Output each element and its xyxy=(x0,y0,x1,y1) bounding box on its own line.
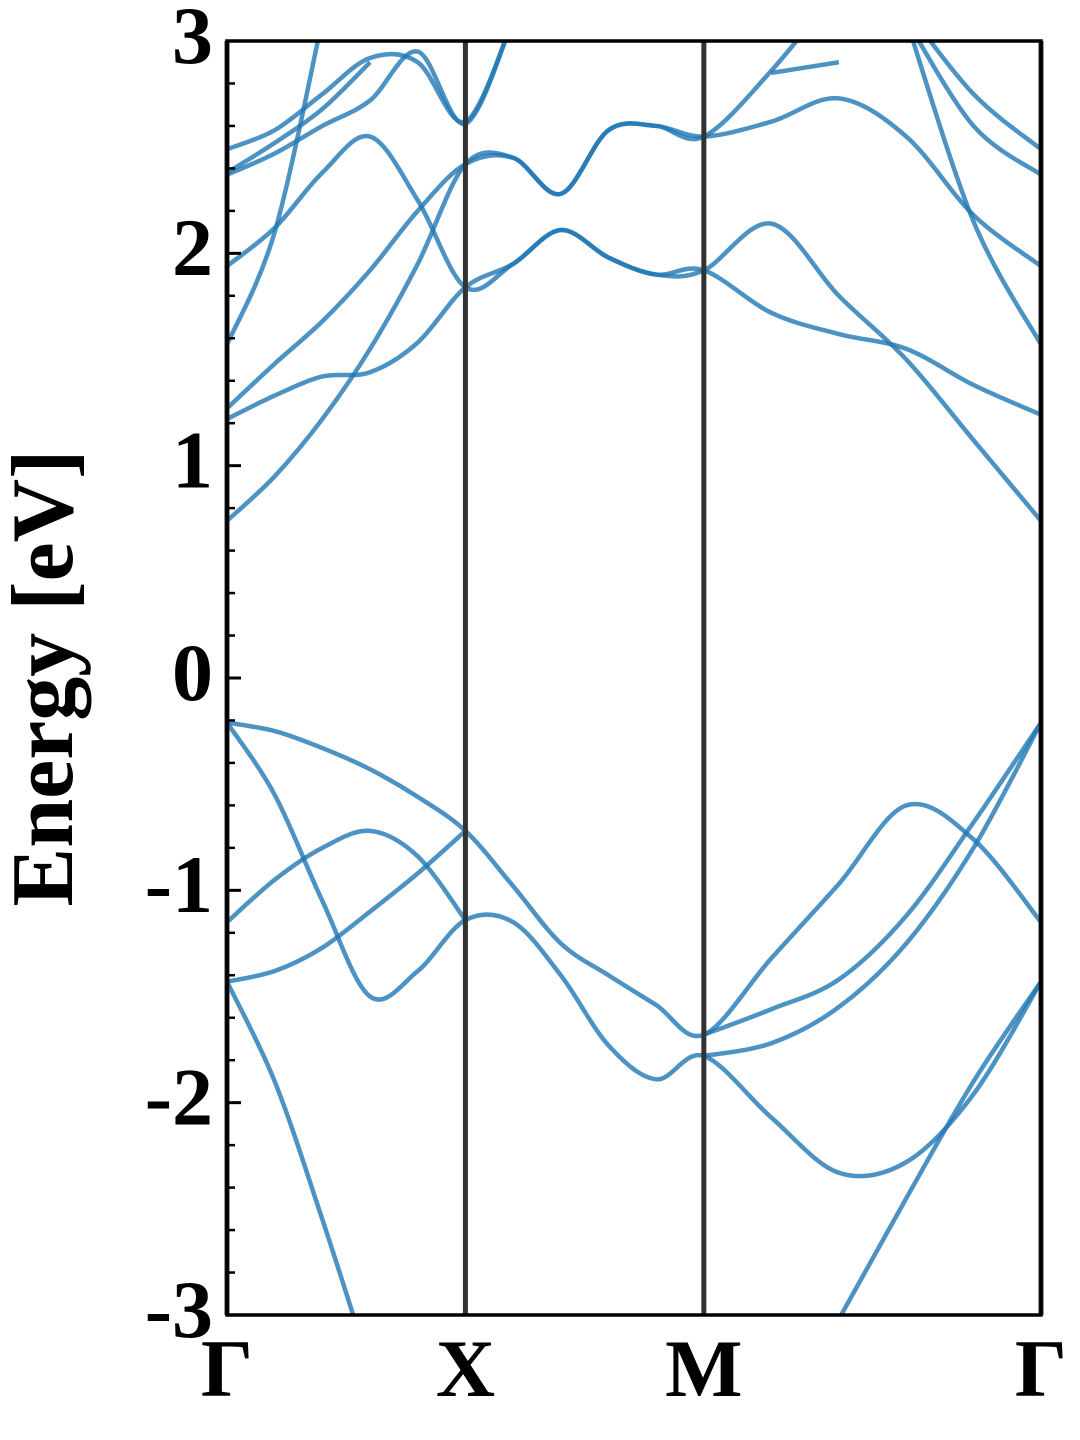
x-tick-label: X xyxy=(436,1323,495,1414)
band-line xyxy=(227,41,1041,175)
y-tick-label: 3 xyxy=(172,0,213,81)
y-tick-label: 2 xyxy=(172,202,213,293)
band-line xyxy=(227,721,1041,1059)
band-line xyxy=(227,96,1041,523)
y-tick-label: 0 xyxy=(172,627,213,718)
y-axis-label: Energy [eV] xyxy=(0,450,92,907)
y-tick-label: -2 xyxy=(145,1051,213,1142)
band-line xyxy=(227,721,1041,1037)
band-line xyxy=(227,41,800,410)
x-tick-label: M xyxy=(665,1323,742,1414)
y-tick-label: -1 xyxy=(145,839,213,930)
x-tick-label: Γ xyxy=(1015,1323,1067,1414)
y-tick-label: 1 xyxy=(172,414,213,505)
bands xyxy=(227,41,1041,1315)
band-line xyxy=(227,133,1041,417)
plot-frame xyxy=(225,39,1043,1317)
band-line xyxy=(227,41,1041,177)
band-line xyxy=(227,720,1041,1039)
x-tick-label: Γ xyxy=(201,1323,253,1414)
band-line xyxy=(227,980,1041,1315)
band-line xyxy=(227,721,1041,1179)
y-tick-label: -3 xyxy=(145,1264,213,1355)
band-line xyxy=(227,41,1041,346)
